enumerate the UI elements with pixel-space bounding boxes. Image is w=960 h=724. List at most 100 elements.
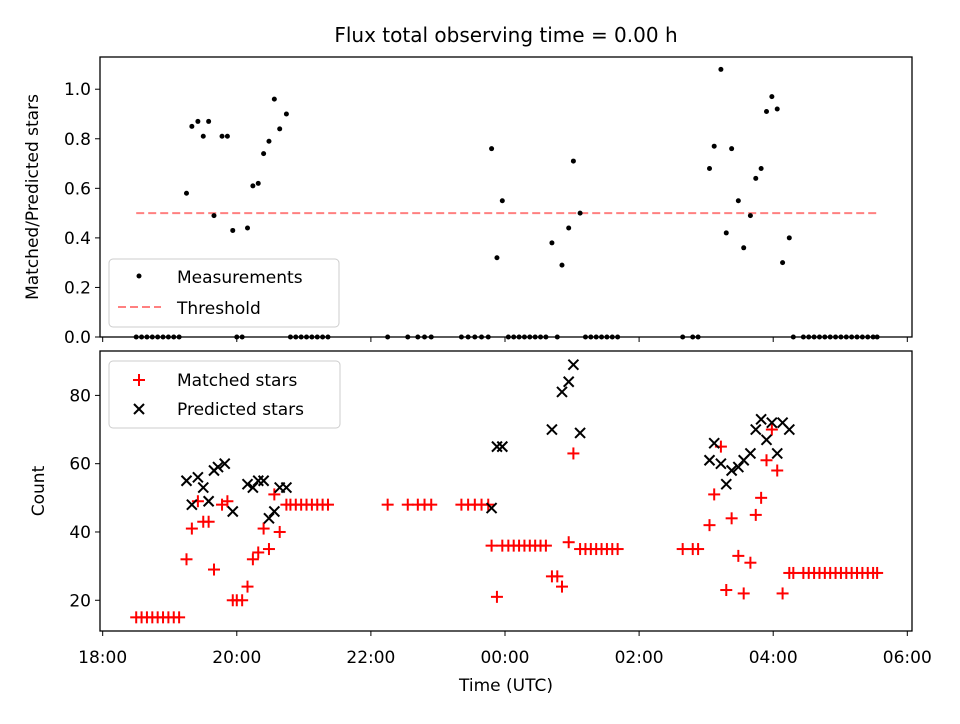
predicted-stars-point <box>760 434 773 446</box>
predicted-stars-point <box>257 475 270 487</box>
measurement-point <box>570 158 576 164</box>
matched-stars-point <box>202 515 215 528</box>
predicted-stars-point <box>766 417 778 429</box>
measurement-point <box>494 255 500 261</box>
predicted-stars-point <box>241 478 254 490</box>
measurement-point <box>266 138 272 144</box>
measurement-point <box>729 146 735 152</box>
predicted-stars-point <box>280 481 293 494</box>
measurement-point <box>277 126 283 132</box>
predicted-stars-point <box>485 502 498 514</box>
top-y-tick-label: 0.4 <box>64 229 91 249</box>
measurement-point <box>230 227 236 233</box>
matched-stars-point <box>771 464 784 477</box>
bottom-x-tick-label: 06:00 <box>883 648 932 668</box>
predicted-stars-point <box>562 376 575 388</box>
bottom-y-tick-label: 60 <box>69 455 91 475</box>
legend-marker-measurements <box>136 273 142 279</box>
matched-stars-point <box>567 447 580 460</box>
predicted-stars-point <box>732 461 745 473</box>
matched-stars-point <box>692 543 705 556</box>
matched-stars-point <box>257 522 270 535</box>
matched-stars-point <box>173 611 186 624</box>
measurement-point <box>489 146 495 152</box>
measurement-point <box>566 225 572 231</box>
predicted-stars-point <box>725 464 738 477</box>
bottom-x-tick-label: 02:00 <box>615 648 664 668</box>
top-y-axis-label: Matched/Predicted stars <box>23 94 43 300</box>
top-panel: Matched/Predicted stars 0.0 0.2 0.4 0.6 0.8 1… <box>23 56 913 348</box>
x-stroke <box>783 423 796 436</box>
x-stroke <box>219 457 231 470</box>
legend-label-measurements: Measurements <box>177 268 303 288</box>
measurement-point <box>283 111 289 117</box>
x-stroke <box>567 358 580 371</box>
predicted-stars-point <box>708 437 720 449</box>
matched-stars-point <box>252 546 265 559</box>
measurement-point <box>786 235 792 241</box>
predicted-stars-point <box>192 471 204 484</box>
top-y-tick-label: 0.6 <box>64 179 91 199</box>
matched-stars-point <box>787 566 800 579</box>
predicted-stars-point <box>755 413 767 425</box>
predicted-stars-point <box>496 440 509 453</box>
matched-stars-point <box>760 454 773 467</box>
bottom-x-tick-label: 04:00 <box>749 648 798 668</box>
predicted-stars-point <box>252 475 264 487</box>
x-stroke <box>485 502 498 514</box>
x-stroke <box>776 417 789 429</box>
x-stroke <box>750 423 762 436</box>
matched-stars-point <box>725 512 738 525</box>
measurement-point <box>763 109 769 115</box>
matched-stars-point <box>776 587 789 600</box>
x-stroke <box>771 447 783 460</box>
predicted-stars-point <box>750 423 762 436</box>
predicted-stars-point <box>715 457 727 470</box>
matched-stars-point <box>871 566 884 579</box>
measurement-point <box>219 133 225 139</box>
bottom-panel: Count 20 40 60 80 18:00 20:00 22:00 00:00 02:00 0… <box>29 350 932 696</box>
matched-stars-point <box>236 594 249 607</box>
predicted-stars-point <box>263 512 275 525</box>
matched-stars-point <box>539 539 552 552</box>
predicted-stars-point <box>556 386 568 398</box>
matched-stars-point <box>185 522 198 535</box>
top-y-tick-label: 0.0 <box>64 328 91 348</box>
top-legend-box <box>108 258 340 328</box>
x-stroke <box>703 454 716 466</box>
predicted-stars-point <box>783 423 796 436</box>
measurement-point <box>195 118 201 124</box>
x-stroke <box>562 376 575 388</box>
x-stroke <box>212 461 224 473</box>
x-stroke <box>766 417 778 429</box>
measurement-point <box>189 123 195 129</box>
measurement-point <box>753 175 759 181</box>
predicted-stars-point <box>219 457 231 470</box>
x-stroke <box>708 437 720 449</box>
x-stroke <box>720 478 732 490</box>
predicted-stars-point <box>491 440 503 453</box>
matched-stars-point <box>381 498 394 511</box>
measurement-point <box>577 210 583 216</box>
matched-stars-point <box>401 498 414 511</box>
predicted-stars-point <box>567 358 580 371</box>
measurement-point <box>707 166 713 172</box>
matched-stars-point <box>708 488 721 501</box>
measurement-point <box>747 213 753 219</box>
matched-stars-point <box>268 488 281 501</box>
x-stroke <box>247 481 259 494</box>
x-stroke <box>546 423 558 436</box>
x-stroke <box>574 427 586 439</box>
measurement-point <box>741 245 747 251</box>
x-stroke <box>725 464 738 477</box>
x-stroke <box>732 461 745 473</box>
bottom-axes-frame <box>99 350 913 632</box>
legend-marker-predicted-stars <box>133 403 145 415</box>
x-stroke <box>257 475 270 487</box>
top-axes-frame <box>99 56 913 338</box>
matched-stars-point <box>246 553 259 566</box>
measurement-point <box>206 118 212 124</box>
bottom-legend: Matched stars Predicted stars <box>108 360 341 429</box>
measurement-point <box>559 262 565 268</box>
